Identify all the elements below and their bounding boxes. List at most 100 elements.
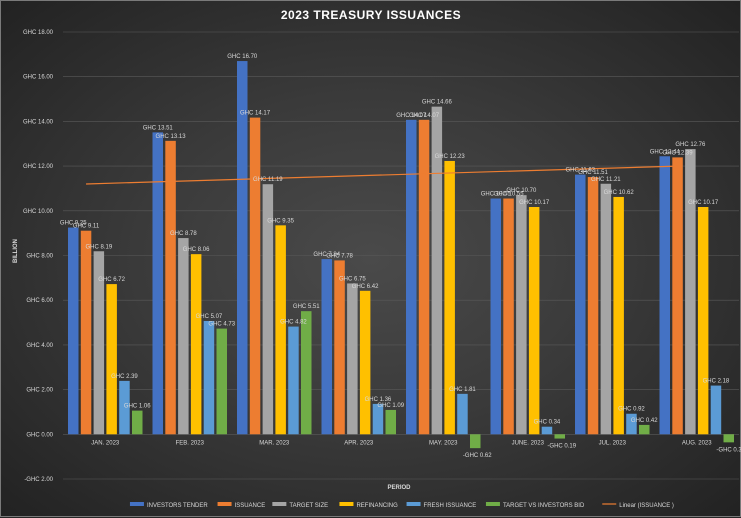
legend-swatch [272,502,287,506]
legend-entry: ISSUANCE [235,503,266,509]
bar [418,119,430,435]
bar [132,410,143,435]
legend: INVESTORS TENDER ISSUANCE TARGET SIZE REFIN… [129,502,674,509]
bar [334,260,345,435]
legend-swatch [129,502,144,506]
x-axis-title: PERIOD [387,485,411,491]
data-label: GHC 7.84 [313,252,340,258]
data-label: GHC 10.17 [688,200,719,206]
bar [587,177,599,435]
bar [516,195,527,435]
bar [216,328,227,435]
bar [178,238,189,435]
legend-entry: TARGET VS INVESTORS BID [503,503,585,509]
data-label: GHC 1.36 [365,397,392,403]
data-label: GHC 10.70 [506,188,537,194]
bar [554,434,565,439]
legend-swatch [406,502,421,506]
data-label: GHC 11.51 [578,170,608,176]
data-label: -GHC 0.36 [716,447,741,453]
bars [68,61,734,449]
bar [152,132,163,435]
data-label: GHC 5.07 [196,314,223,320]
data-label: GHC 12.44 [650,149,681,155]
data-label: GHC 10.62 [604,190,635,196]
bar [406,119,417,435]
y-tick-label: GHC 10.00 [23,209,54,215]
data-label: GHC 8.19 [86,244,113,250]
data-label: GHC 9.11 [73,224,100,230]
data-label: GHC 1.81 [449,387,476,393]
bar [203,320,215,435]
data-label: -GHC 0.62 [463,453,492,459]
data-label: GHC 12.76 [675,142,706,148]
data-label: GHC 14.07 [409,113,440,119]
data-label: GHC 16.70 [227,54,258,60]
bar [385,409,396,435]
data-label: -GHC 0.19 [547,444,576,450]
x-category-label: AUG. 2023 [682,440,712,446]
bar [431,106,443,435]
y-tick-label: GHC 14.00 [23,119,54,125]
y-axis-title: BILLION [13,239,19,263]
legend-entry: Linear (ISSUANCE ) [619,503,674,509]
x-category-label: JUL. 2023 [599,440,627,446]
bar [723,434,734,443]
data-label: GHC 0.92 [618,407,645,413]
bar [672,157,683,435]
bar [685,149,696,435]
data-label: GHC 10.17 [519,200,550,206]
bar [528,207,540,435]
legend-swatch [485,502,500,506]
data-label: GHC 10.55 [494,192,525,198]
bar [541,426,553,435]
data-label: GHC 6.42 [352,284,379,290]
y-tick-label: GHC 4.00 [26,343,53,349]
data-label: GHC 12.23 [435,154,466,160]
data-label: GHC 5.51 [293,304,320,310]
bar [600,183,612,435]
bar [93,251,105,435]
y-tick-label: GHC 8.00 [26,254,53,260]
bar [262,184,274,435]
bar [80,230,92,435]
chart-title: 2023 TREASURY ISSUANCES [281,8,461,22]
bar [106,284,117,435]
x-category-label: JAN. 2023 [91,440,120,446]
data-label: GHC 11.19 [253,177,283,183]
data-label: GHC 11.62 [565,168,595,174]
y-tick-label: GHC 6.00 [26,298,53,304]
data-label: GHC 4.73 [208,322,235,328]
data-labels: GHC 9.25 GHC 13.51 GHC 16.70 GHC 7.84 GHC 14… [60,54,741,459]
bar [626,413,637,435]
y-tick-label: GHC 16.00 [23,75,54,81]
y-tick-label: GHC 18.00 [23,30,54,36]
legend-entry: REFINANCING [356,503,398,509]
bar [119,380,130,435]
data-label: GHC 10.55 [481,192,512,198]
y-tick-label: GHC 12.00 [23,164,54,170]
data-label: GHC 6.75 [339,276,366,282]
trendline [86,165,678,185]
bar [190,254,202,435]
bar [249,117,261,435]
x-axis-category-labels: JAN. 2023 FEB. 2023 MAR. 2023 APR. 2023 MAY.… [91,440,712,446]
data-label: GHC 14.17 [240,111,271,117]
data-label: GHC 9.25 [60,221,87,227]
bar [275,225,286,435]
data-label: GHC 1.09 [377,403,404,409]
bar [288,326,299,435]
bar [359,290,371,435]
data-label: GHC 13.13 [156,134,187,140]
bar [237,61,248,435]
trendline-line [86,165,678,185]
data-label: GHC 14.66 [422,100,453,106]
data-label: GHC 8.78 [170,231,197,237]
data-label: GHC 8.06 [183,247,210,253]
bar [697,207,709,435]
bar [575,174,586,435]
x-category-label: FEB. 2023 [176,440,205,446]
data-label: GHC 0.34 [534,420,561,426]
